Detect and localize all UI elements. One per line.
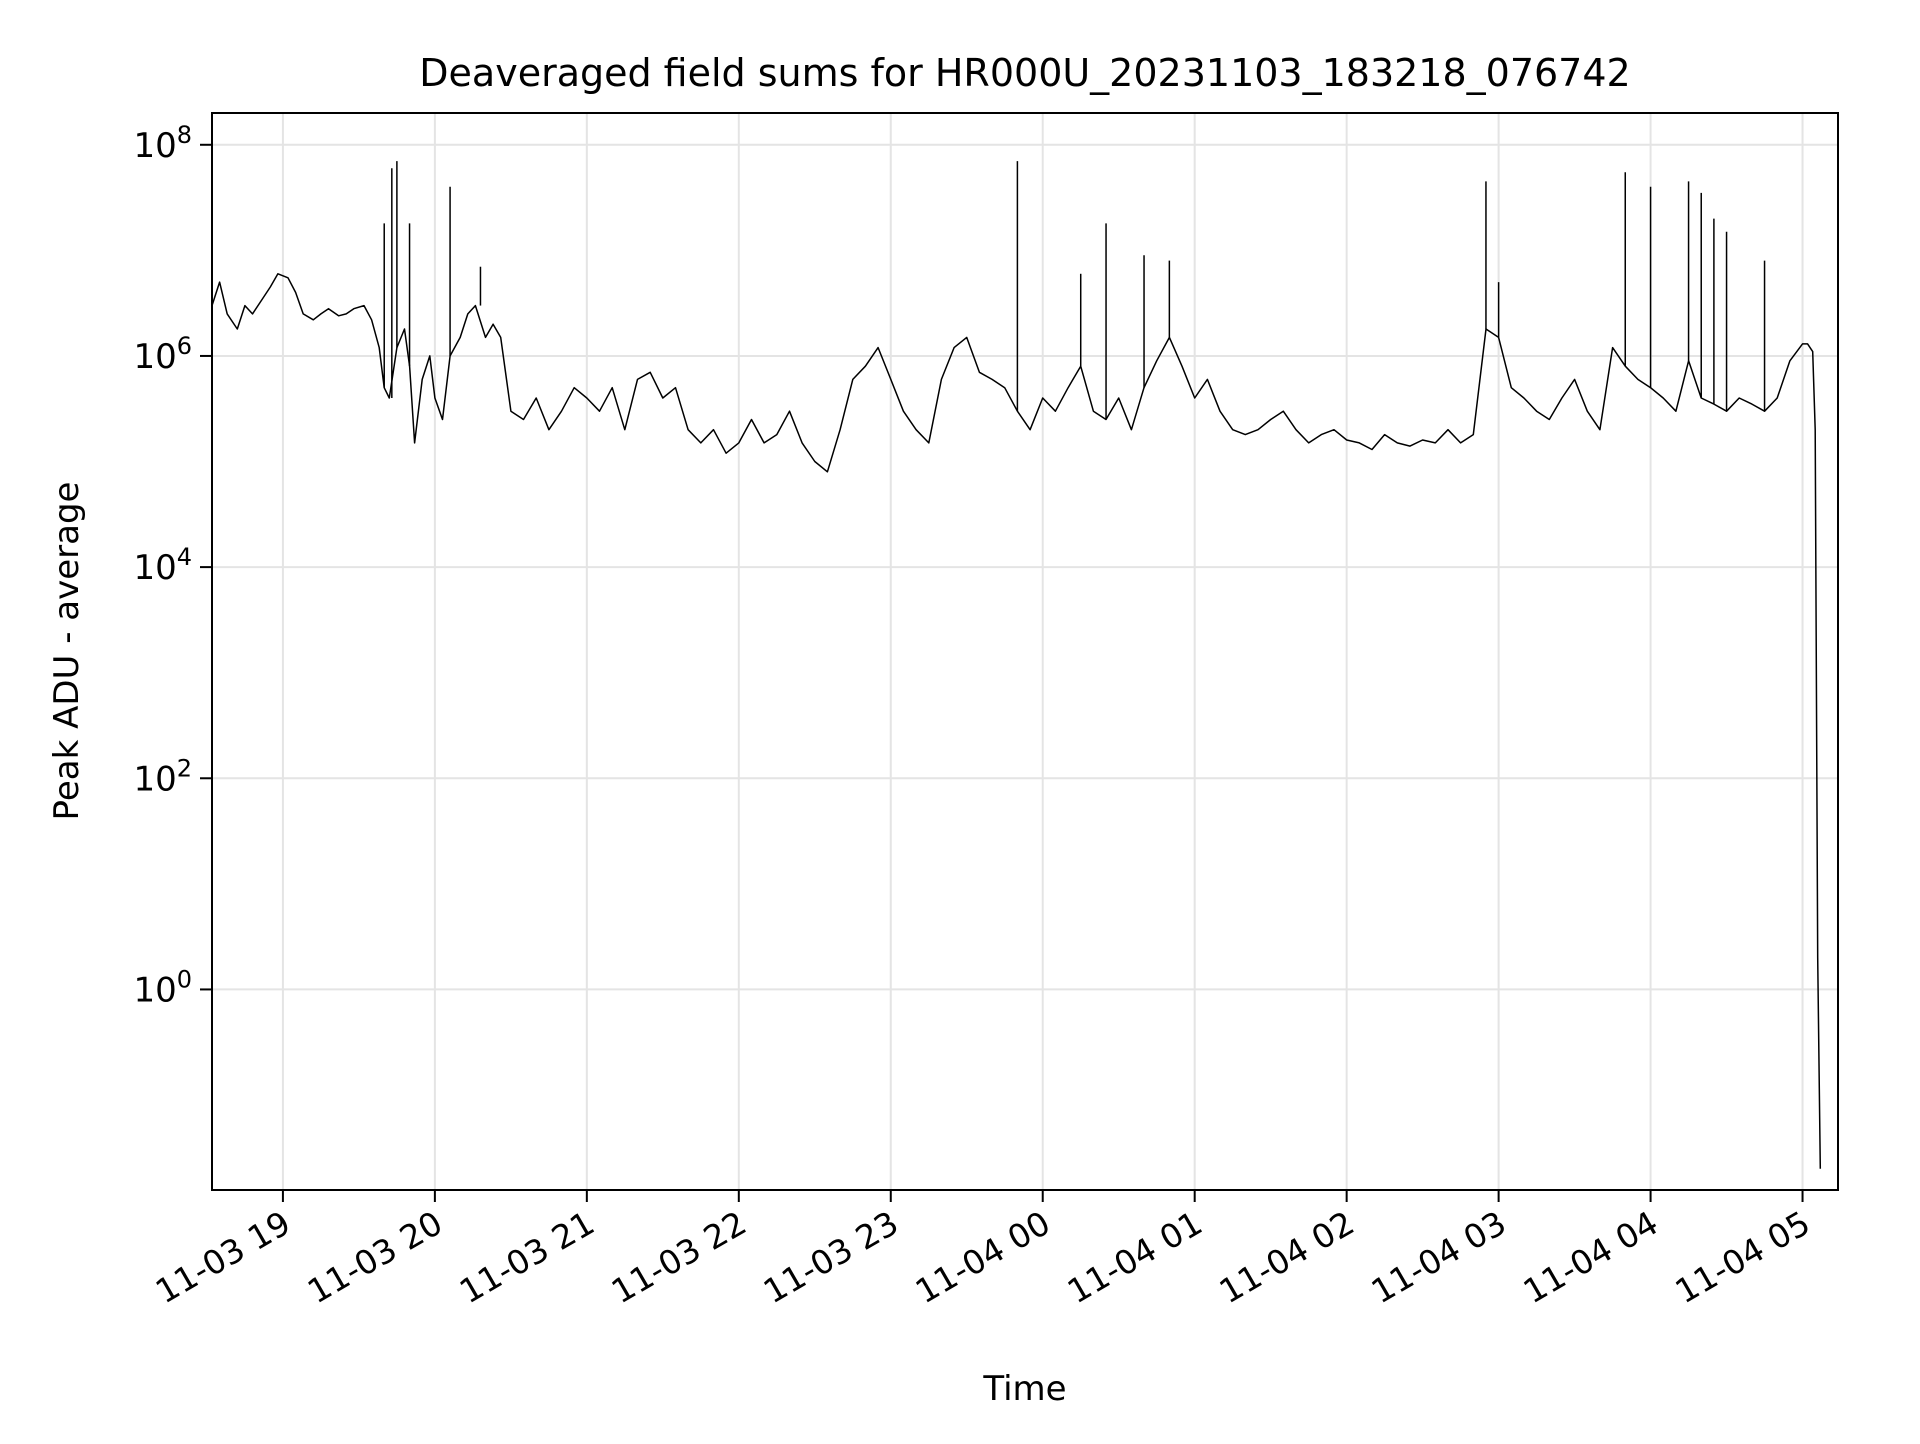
series-layer	[211, 161, 1822, 1169]
chart-title: Deaveraged field sums for HR000U_2023110…	[419, 51, 1630, 95]
plot-frame	[211, 112, 1839, 1191]
y-axis-label: Peak ADU - average	[47, 482, 87, 821]
y-tick-label: 102	[133, 754, 192, 799]
y-tick-label: 106	[133, 332, 192, 377]
series-line	[211, 273, 1822, 1169]
y-tick-label: 108	[133, 121, 192, 166]
y-tick-label: 100	[133, 965, 192, 1010]
x-axis-label: Time	[982, 1369, 1066, 1409]
y-axis: 100 102 104 106 108	[133, 121, 212, 1010]
y-tick-label: 104	[133, 543, 192, 588]
